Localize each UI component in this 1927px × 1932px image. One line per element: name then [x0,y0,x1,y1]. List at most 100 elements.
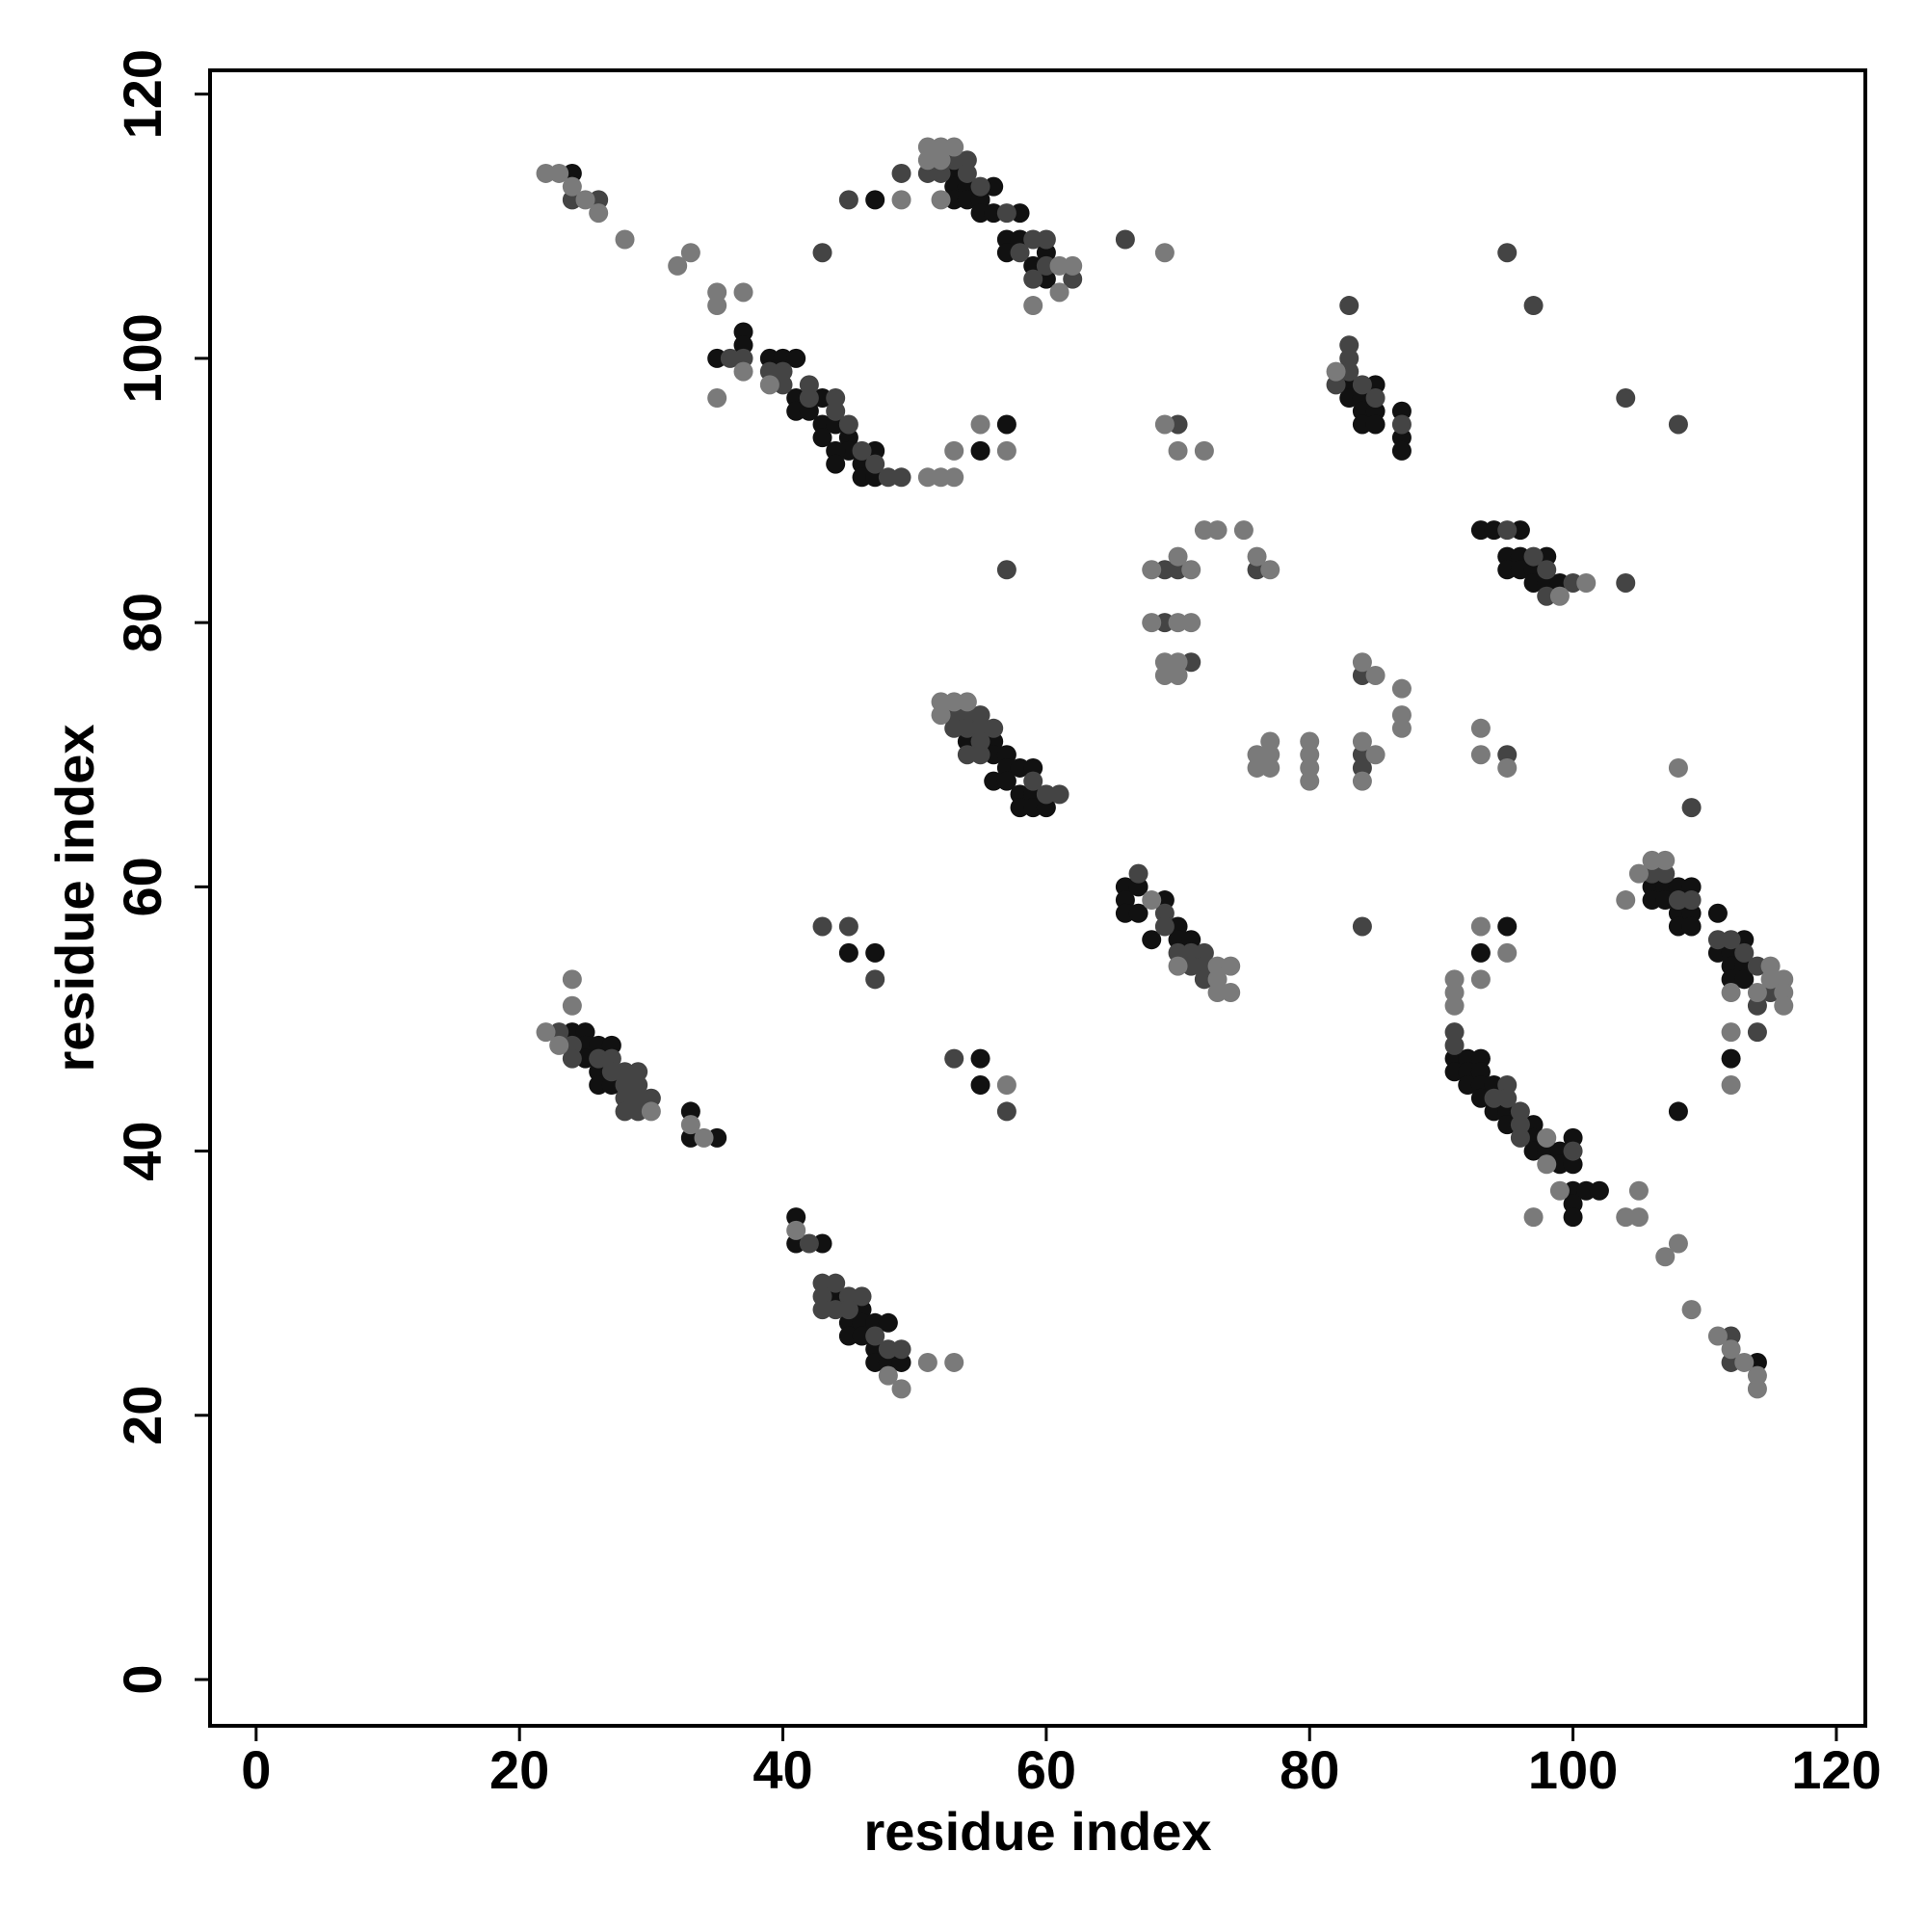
point [1260,757,1280,778]
point [1497,745,1518,765]
point [1036,255,1056,276]
point [1352,665,1372,685]
point [957,745,977,765]
point [1365,665,1386,685]
point [1444,995,1465,1016]
point [944,705,964,726]
point [1537,586,1557,606]
point [1247,745,1267,765]
point [1747,1365,1767,1386]
point [838,1312,858,1333]
point [838,1286,858,1307]
point [1221,983,1241,1003]
point [1721,1048,1741,1069]
point [970,176,990,197]
point [852,467,872,488]
point [589,1075,609,1096]
point [1642,850,1662,870]
point [1628,863,1649,884]
point [891,163,911,183]
point [1681,916,1702,937]
point [1747,995,1767,1016]
point [838,414,858,435]
point [1628,1180,1649,1201]
point [1115,229,1135,250]
point [1339,348,1359,368]
point [641,1088,661,1108]
point [1510,560,1530,580]
point [1523,560,1544,580]
point [707,1127,727,1148]
point [878,467,898,488]
point [984,731,1004,752]
point [996,229,1016,250]
x-tick-label: 20 [489,1739,549,1800]
point [826,401,846,421]
point [1563,1154,1583,1175]
point [1655,890,1676,911]
point [1168,546,1188,567]
point [1352,731,1372,752]
point [931,467,951,488]
point [812,1286,832,1307]
point [1681,890,1702,911]
point [1168,916,1188,937]
point [1339,361,1359,382]
point [1365,414,1386,435]
point [931,705,951,726]
point [799,388,819,409]
x-tick-label: 120 [1791,1739,1881,1800]
point [996,203,1016,224]
point [1549,1154,1570,1175]
point [1154,652,1175,673]
point [1537,1154,1557,1175]
point [720,348,740,368]
point [1721,983,1741,1003]
point [1721,930,1741,950]
point [601,1048,621,1069]
point [1168,440,1188,461]
point [1470,1088,1491,1108]
point [1458,1048,1478,1069]
point [1168,652,1188,673]
point [733,322,753,342]
point [1207,520,1227,541]
point [1181,560,1201,580]
point [1168,942,1188,963]
point [549,1022,569,1043]
point [1444,969,1465,990]
point [1444,1035,1465,1055]
point [562,1035,582,1055]
point [996,1075,1016,1096]
point [1523,546,1544,567]
point [1510,520,1530,541]
point [1721,1326,1741,1346]
point [1247,546,1267,567]
point [970,705,990,726]
point [1734,1352,1755,1372]
point [549,1035,569,1055]
point [1168,613,1188,633]
point [1510,1101,1530,1122]
point [1023,798,1043,818]
point [1523,572,1544,593]
point [970,414,990,435]
point [1760,983,1781,1003]
point [680,1127,700,1148]
point [1470,916,1491,937]
x-tick-label: 0 [241,1739,271,1800]
point [1497,757,1518,778]
point [931,692,951,712]
point [1207,983,1227,1003]
point [1497,560,1518,580]
point [826,388,846,409]
point [1774,995,1794,1016]
point [1128,863,1148,884]
point [1747,956,1767,976]
point [1497,1075,1518,1096]
x-axis-title: residue index [863,1801,1211,1862]
point [1734,956,1755,976]
point [1563,1180,1583,1201]
point [536,163,556,183]
point [944,467,964,488]
